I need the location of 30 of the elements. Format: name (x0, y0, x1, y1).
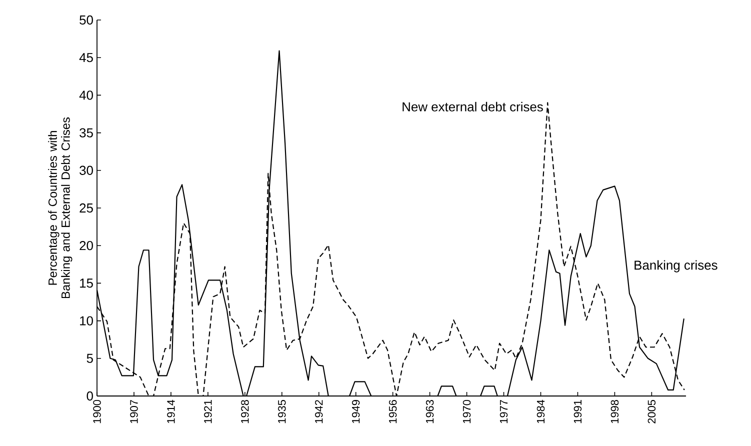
y-tick-label: 20 (80, 241, 93, 250)
x-tick-label: 1942 (315, 400, 323, 424)
x-tick-label: 2005 (648, 400, 656, 424)
x-tick-label: 1935 (278, 400, 286, 424)
x-tick-label: 1949 (352, 400, 360, 424)
x-tick-label: 1900 (93, 400, 101, 424)
x-tick-label: 1914 (167, 400, 175, 424)
y-tick-label: 25 (80, 203, 93, 213)
y-tick-label: 30 (80, 166, 93, 175)
x-tick-label: 1991 (574, 400, 582, 424)
x-tick-label: 1984 (536, 400, 545, 424)
y-tick-label: 0 (86, 391, 93, 401)
series-label: New external debt crises (402, 102, 543, 112)
x-tick-label: 1928 (241, 400, 249, 424)
x-tick-label: 1921 (204, 400, 212, 424)
x-tick-label: 1907 (130, 400, 138, 424)
x-tick-label: 1956 (388, 400, 397, 424)
x-tick-label: 1970 (462, 400, 471, 424)
x-tick-label: 1977 (500, 400, 508, 424)
y-tick-label: 15 (80, 278, 93, 288)
y-tick-label: 10 (80, 316, 93, 326)
y-tick-label: 35 (80, 128, 93, 138)
x-tick-label: 1998 (610, 400, 619, 424)
series-label: Banking crises (634, 260, 718, 272)
y-tick-label: 50 (80, 15, 93, 25)
y-axis-title: Percentage of Countries with Banking and External Debt Crises (48, 117, 72, 298)
x-tick-label: 1963 (426, 400, 434, 424)
y-tick-label: 40 (79, 90, 93, 100)
y-tick-label: 5 (86, 354, 93, 363)
y-tick-label: 45 (79, 53, 93, 62)
